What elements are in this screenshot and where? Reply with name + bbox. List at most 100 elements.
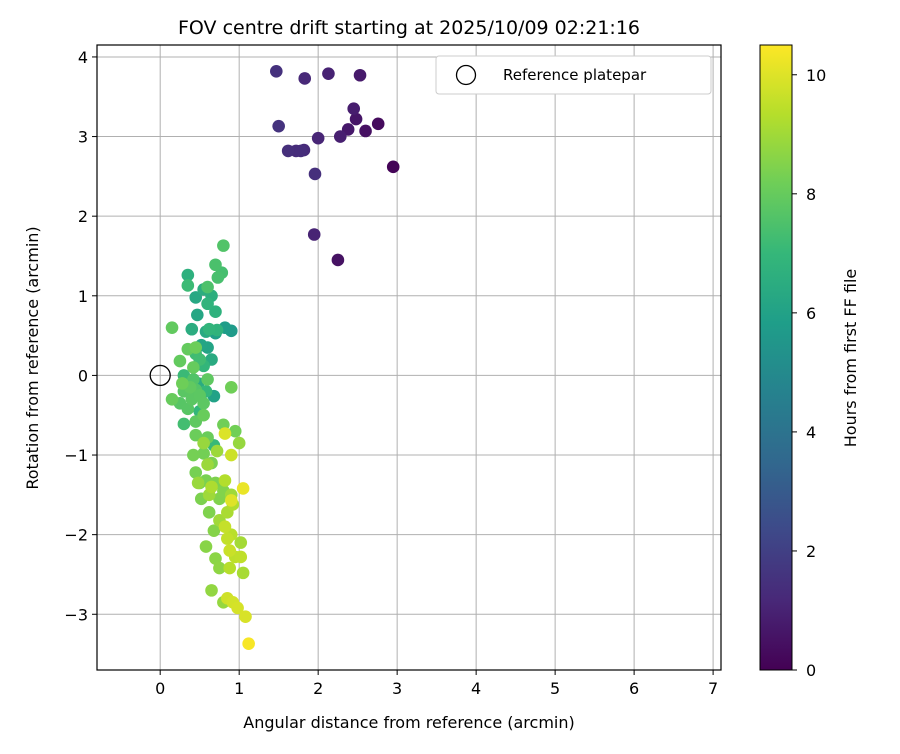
plot-frame: [96, 44, 722, 671]
x-tick-label: 3: [392, 679, 402, 698]
data-point: [270, 64, 283, 78]
x-tick-label: 4: [471, 679, 481, 698]
colorbar-gradient: [759, 44, 793, 671]
data-point: [231, 601, 244, 615]
data-point: [347, 102, 361, 115]
data-point: [185, 322, 199, 336]
data-point: [236, 566, 250, 580]
reference-marker: [149, 364, 171, 387]
y-tick-label: 2: [78, 207, 88, 226]
y-tick-label: −2: [64, 526, 88, 545]
data-point: [333, 130, 347, 143]
data-point: [242, 637, 255, 651]
data-point: [201, 373, 214, 386]
legend-box: [435, 55, 712, 95]
data-point: [201, 458, 214, 471]
data-point: [281, 144, 295, 158]
data-point: [177, 417, 191, 431]
colorbar-tick-label: 4: [806, 423, 816, 442]
colorbar-label: Hours from first FF file: [841, 269, 860, 448]
data-point: [232, 436, 246, 450]
data-points: [165, 64, 400, 651]
data-point: [202, 322, 216, 336]
data-point: [181, 268, 195, 282]
x-tick-label: 2: [313, 679, 323, 698]
legend-marker: [455, 64, 477, 86]
data-point: [311, 131, 325, 145]
data-point: [228, 424, 242, 438]
y-tick-label: 3: [78, 128, 88, 147]
data-point: [234, 536, 248, 549]
data-point: [181, 402, 195, 416]
data-point: [187, 361, 200, 374]
legend-label: Reference platepar: [503, 66, 647, 84]
data-point: [234, 550, 248, 564]
data-point: [165, 392, 179, 406]
data-point: [197, 436, 210, 450]
data-point: [223, 544, 236, 557]
data-point: [307, 228, 321, 241]
data-point: [213, 561, 226, 575]
y-tick-label: 0: [78, 366, 88, 385]
data-point: [199, 540, 213, 553]
data-point: [217, 239, 230, 252]
data-point: [207, 524, 221, 537]
data-point: [218, 520, 232, 533]
x-axis-label: Angular distance from reference (arcmin): [243, 713, 574, 732]
colorbar-tick-label: 2: [806, 542, 816, 561]
y-axis-ticks: −3 −2 −1 0 1 2 3 4: [64, 48, 97, 624]
data-point: [218, 474, 232, 487]
y-axis-label: Rotation from reference (arcmin): [23, 226, 42, 489]
data-point: [189, 466, 203, 479]
data-point: [197, 396, 210, 410]
data-point: [205, 480, 218, 494]
data-point: [211, 271, 225, 284]
data-point: [218, 427, 232, 440]
data-point: [236, 482, 250, 495]
data-point: [191, 308, 204, 322]
data-point: [371, 117, 385, 131]
x-tick-label: 5: [550, 679, 560, 698]
reference-point: [149, 364, 171, 387]
data-point: [221, 532, 234, 545]
data-point: [272, 119, 285, 133]
colorbar-tick-label: 0: [806, 661, 816, 680]
data-point: [210, 444, 224, 458]
data-point: [209, 305, 222, 319]
data-point: [191, 476, 205, 490]
grid: [97, 45, 721, 670]
data-point: [201, 280, 214, 294]
data-point: [197, 408, 210, 422]
data-point: [359, 124, 372, 138]
data-point: [176, 377, 189, 390]
colorbar-tick-label: 6: [806, 304, 816, 323]
data-point: [331, 253, 345, 267]
colorbar-tick-label: 8: [806, 185, 816, 204]
data-point: [173, 354, 187, 368]
data-point: [202, 506, 216, 519]
data-point: [224, 494, 238, 507]
data-point: [294, 144, 308, 158]
data-point: [308, 167, 322, 181]
data-point: [201, 297, 214, 311]
colorbar-ticks: 0 2 4 6 8 10: [792, 66, 826, 680]
data-point: [209, 258, 222, 272]
x-tick-label: 0: [155, 679, 165, 698]
y-tick-label: 4: [78, 48, 88, 67]
x-tick-label: 6: [629, 679, 639, 698]
data-point: [322, 67, 335, 80]
data-point: [205, 584, 218, 597]
data-point: [298, 72, 312, 85]
y-tick-label: −1: [64, 446, 88, 465]
x-tick-label: 7: [708, 679, 718, 698]
data-point: [165, 321, 179, 334]
data-point: [209, 552, 222, 565]
colorbar: 0 2 4 6 8 10 Hours from first FF file: [759, 44, 860, 680]
data-point: [349, 112, 363, 126]
data-point: [386, 160, 400, 174]
x-tick-label: 1: [234, 679, 244, 698]
data-point: [224, 381, 238, 394]
data-point: [181, 279, 195, 292]
data-point: [197, 447, 210, 460]
